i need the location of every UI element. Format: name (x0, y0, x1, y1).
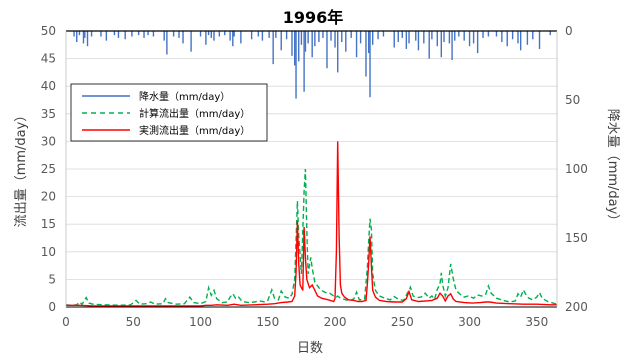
obs-flow-line (66, 141, 557, 307)
y-left-tick-label: 50 (41, 24, 56, 38)
x-tick-label: 0 (62, 315, 70, 329)
y-left-tick-label: 20 (41, 190, 56, 204)
y-right-tick-label: 150 (565, 231, 588, 245)
x-tick-label: 350 (525, 315, 548, 329)
y-left-tick-label: 35 (41, 107, 56, 121)
axes: 0 50 100 150 200 250 300 350 0 5 10 15 20 25 30 35 40 45 5… (41, 24, 588, 329)
x-tick-label: 300 (458, 315, 481, 329)
legend-label-calc: 計算流出量（mm/day） (139, 107, 250, 120)
y-left-axis-title: 流出量（mm/day） (14, 109, 29, 228)
y-left-tick-label: 25 (41, 162, 56, 176)
y-right-tick-label: 0 (565, 24, 573, 38)
x-tick-label: 100 (189, 315, 212, 329)
y-left-tick-label: 10 (41, 245, 56, 259)
x-tick-label: 50 (126, 315, 141, 329)
x-tick-label: 200 (324, 315, 347, 329)
x-tick-label: 150 (256, 315, 279, 329)
rain-series (73, 31, 551, 99)
x-tick-label: 250 (391, 315, 414, 329)
flow-series (65, 141, 558, 307)
legend-label-rain: 降水量（mm/day） (139, 90, 230, 103)
chart-title: 1996年 (283, 8, 344, 27)
y-left-tick-label: 0 (48, 300, 56, 314)
y-right-tick-label: 50 (565, 93, 580, 107)
y-left-tick-label: 40 (41, 79, 56, 93)
legend-label-obs: 実測流出量（mm/day） (139, 124, 250, 137)
y-left-tick-label: 5 (48, 272, 56, 286)
y-left-tick-label: 30 (41, 134, 56, 148)
y-right-tick-label: 100 (565, 162, 588, 176)
y-right-axis-title: 降水量（mm/day） (605, 109, 620, 228)
y-right-tick-label: 200 (565, 300, 588, 314)
calc-flow-line (65, 168, 558, 307)
legend: 降水量（mm/day） 計算流出量（mm/day） 実測流出量（mm/day） (70, 83, 268, 142)
y-left-tick-label: 45 (41, 52, 56, 66)
x-axis-title: 日数 (297, 341, 323, 356)
y-left-tick-label: 15 (41, 217, 56, 231)
